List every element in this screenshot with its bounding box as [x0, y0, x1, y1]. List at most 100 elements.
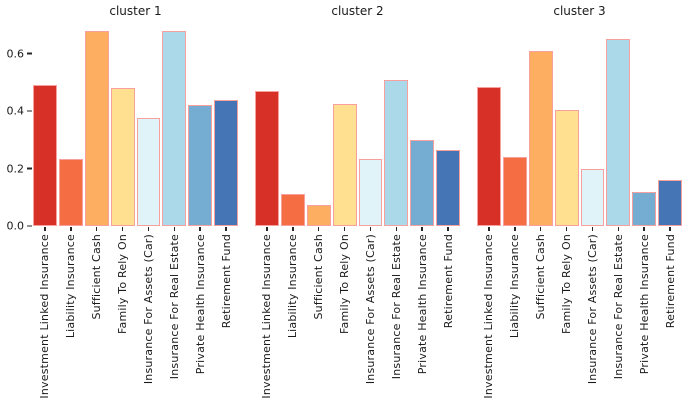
bar-retirement-fund	[658, 180, 682, 226]
panel-cluster-2: cluster 2 Investment Linked Insurance Lia…	[254, 0, 461, 399]
x-tick-mark	[514, 227, 516, 231]
bar-insurance-for-real-estate	[606, 39, 631, 226]
x-tick-mark	[421, 227, 423, 231]
panels-row: cluster 1 Investment Linked Insurance Lia…	[32, 0, 683, 399]
x-axis: Investment Linked Insurance Liability Ins…	[476, 226, 683, 399]
x-tick-mark	[266, 227, 268, 231]
panel-cluster-3: cluster 3 Investment Linked Insurance Lia…	[476, 0, 683, 399]
bar-liability-insurance	[280, 194, 305, 226]
x-tick-mark	[643, 227, 645, 231]
panel-title: cluster 1	[109, 4, 162, 18]
bar-insurance-for-assets-car	[136, 118, 161, 226]
bar-retirement-fund	[214, 99, 238, 226]
x-tick-label: Private Health Insurance	[415, 234, 429, 375]
y-tick: 0.4	[6, 104, 32, 118]
x-tick-mark	[317, 227, 320, 231]
x-tick-label: Family To Rely On	[116, 234, 130, 334]
bar-liability-insurance	[58, 158, 83, 226]
y-tick-label: 0.4	[6, 104, 25, 118]
bar-sufficient-cash	[306, 204, 331, 226]
y-tick: 0.6	[6, 47, 32, 61]
x-slot-liability-insurance: Liability Insurance	[280, 226, 306, 399]
bar-family-to-rely-on	[332, 103, 357, 226]
x-tick-mark	[488, 227, 490, 231]
y-tick-mark	[27, 52, 32, 55]
x-tick-label: Private Health Insurance	[193, 234, 207, 375]
x-tick-mark	[395, 227, 398, 231]
x-tick-mark	[669, 227, 671, 231]
x-slot-insurance-for-assets-car: Insurance For Assets (Car)	[580, 226, 606, 399]
x-tick-label: Insurance For Real Estate	[611, 234, 625, 380]
plot-area	[476, 22, 683, 226]
x-slot-family-to-rely-on: Family To Rely On	[332, 226, 358, 399]
x-slot-investment-linked-insurance: Investment Linked Insurance	[254, 226, 280, 399]
y-tick-label: 0.0	[6, 219, 25, 233]
x-slot-sufficient-cash: Sufficient Cash	[84, 226, 110, 399]
x-tick-label: Sufficient Cash	[312, 234, 326, 320]
plot-area	[32, 22, 239, 226]
y-tick-label: 0.6	[6, 47, 25, 61]
x-slot-insurance-for-real-estate: Insurance For Real Estate	[383, 226, 409, 399]
x-tick-label: Liability Insurance	[508, 234, 522, 339]
y-tick-mark	[27, 225, 32, 227]
bar-private-health-insurance	[632, 191, 657, 226]
bar-investment-linked-insurance	[255, 91, 279, 226]
x-tick-mark	[369, 227, 372, 231]
x-tick-label: Liability Insurance	[64, 234, 78, 339]
x-tick-label: Investment Linked Insurance	[482, 234, 496, 399]
x-slot-insurance-for-assets-car: Insurance For Assets (Car)	[358, 226, 384, 399]
bar-investment-linked-insurance	[33, 85, 57, 226]
bar-liability-insurance	[502, 157, 527, 226]
bar-retirement-fund	[436, 149, 460, 226]
x-tick-label: Retirement Fund	[219, 234, 233, 329]
plot-area	[254, 22, 461, 226]
x-tick-mark	[343, 227, 346, 231]
x-slot-liability-insurance: Liability Insurance	[502, 226, 528, 399]
panel-title: cluster 2	[331, 4, 384, 18]
x-tick-mark	[565, 227, 568, 231]
x-tick-mark	[292, 227, 294, 231]
x-tick-mark	[70, 227, 72, 231]
x-tick-label: Sufficient Cash	[534, 234, 548, 320]
x-slot-sufficient-cash: Sufficient Cash	[306, 226, 332, 399]
x-tick-mark	[539, 227, 542, 231]
y-tick-mark	[27, 167, 32, 170]
x-slot-family-to-rely-on: Family To Rely On	[554, 226, 580, 399]
bar-insurance-for-assets-car	[358, 158, 383, 226]
bar-sufficient-cash	[528, 50, 553, 226]
panel-cluster-1: cluster 1 Investment Linked Insurance Lia…	[32, 0, 239, 399]
y-tick: 0.0	[6, 219, 32, 233]
bar-sufficient-cash	[84, 30, 109, 226]
x-slot-insurance-for-assets-car: Insurance For Assets (Car)	[136, 226, 162, 399]
x-tick-label: Insurance For Assets (Car)	[363, 234, 377, 385]
x-tick-mark	[121, 227, 124, 231]
x-axis: Investment Linked Insurance Liability Ins…	[254, 226, 461, 399]
x-slot-sufficient-cash: Sufficient Cash	[528, 226, 554, 399]
bar-private-health-insurance	[188, 105, 213, 226]
x-tick-mark	[199, 227, 201, 231]
x-tick-label: Insurance For Assets (Car)	[585, 234, 599, 385]
x-tick-label: Private Health Insurance	[637, 234, 651, 375]
x-slot-investment-linked-insurance: Investment Linked Insurance	[476, 226, 502, 399]
y-tick-mark	[27, 110, 32, 112]
x-slot-retirement-fund: Retirement Fund	[213, 226, 239, 399]
x-slot-investment-linked-insurance: Investment Linked Insurance	[32, 226, 58, 399]
x-tick-label: Liability Insurance	[286, 234, 300, 339]
x-tick-label: Family To Rely On	[338, 234, 352, 334]
x-slot-insurance-for-real-estate: Insurance For Real Estate	[605, 226, 631, 399]
x-tick-mark	[95, 227, 98, 231]
x-slot-retirement-fund: Retirement Fund	[657, 226, 683, 399]
x-tick-mark	[147, 227, 150, 231]
x-tick-label: Insurance For Real Estate	[167, 234, 181, 380]
x-tick-mark	[447, 227, 449, 231]
x-slot-private-health-insurance: Private Health Insurance	[409, 226, 435, 399]
x-slot-family-to-rely-on: Family To Rely On	[110, 226, 136, 399]
x-slot-insurance-for-real-estate: Insurance For Real Estate	[161, 226, 187, 399]
bar-insurance-for-real-estate	[162, 30, 187, 226]
y-axis: 0.0 0.2 0.4 0.6	[0, 22, 32, 232]
bar-investment-linked-insurance	[477, 86, 501, 226]
x-tick-mark	[591, 227, 594, 231]
bar-insurance-for-assets-car	[580, 168, 605, 226]
x-tick-label: Insurance For Real Estate	[389, 234, 403, 380]
